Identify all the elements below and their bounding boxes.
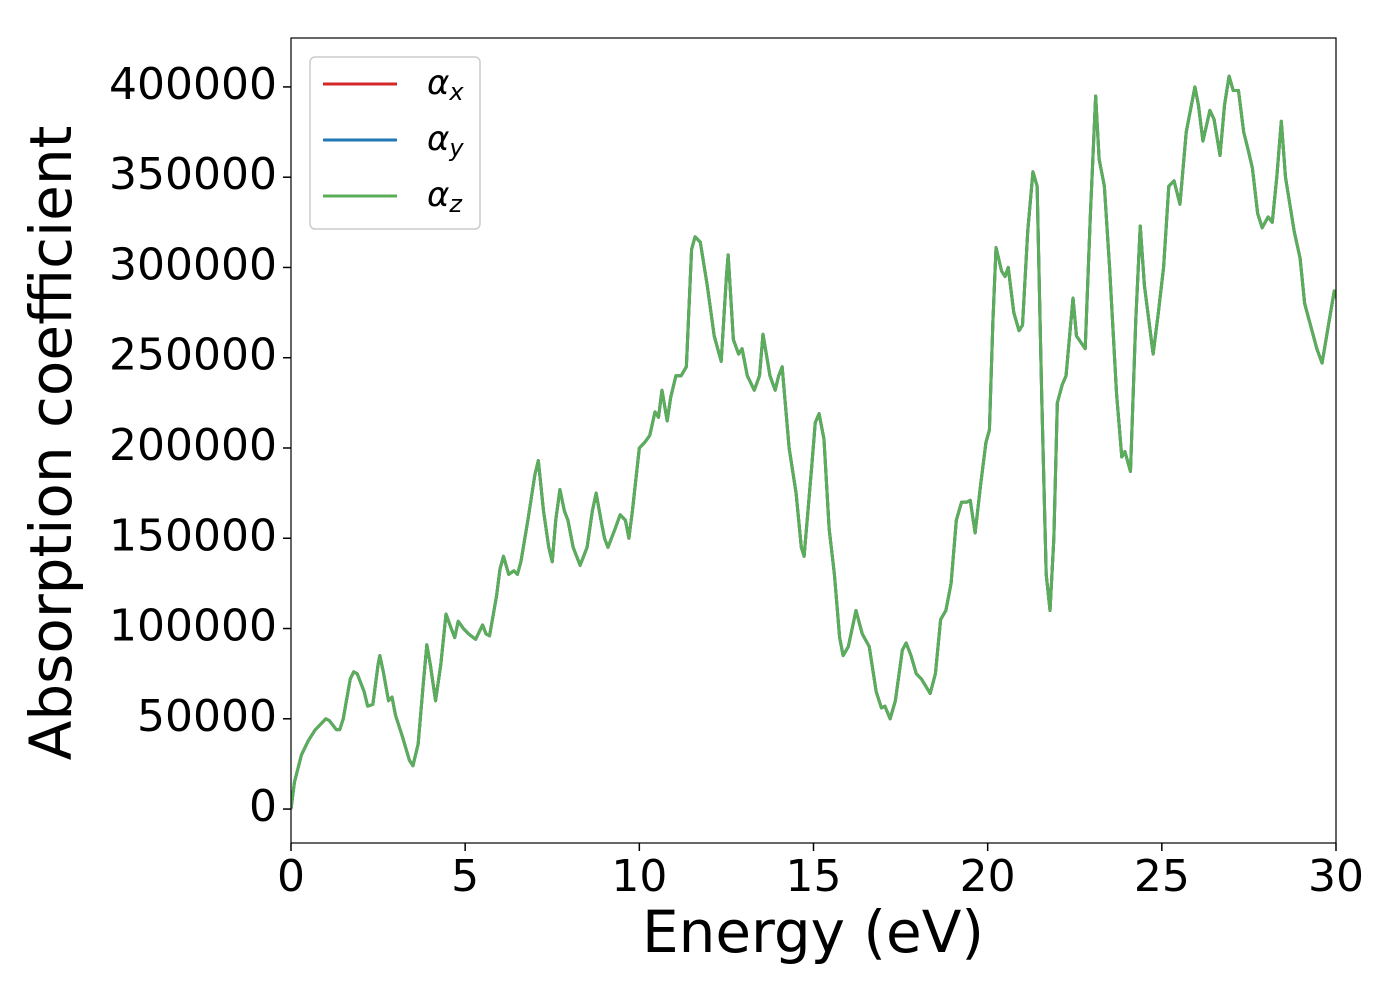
y-tick-label: 50000 [137, 691, 277, 742]
x-axis-label: Energy (eV) [642, 898, 984, 966]
y-tick-label: 200000 [109, 420, 277, 471]
y-tick-label: 100000 [109, 601, 277, 652]
series-line [291, 74, 1336, 810]
x-tick-label: 20 [960, 851, 1016, 902]
y-tick-label: 300000 [109, 239, 277, 290]
x-tick-label: 25 [1134, 851, 1190, 902]
x-tick-label: 0 [277, 851, 305, 902]
x-tick-label: 30 [1308, 851, 1364, 902]
plot-frame [290, 37, 1337, 844]
x-tick-label: 15 [786, 851, 842, 902]
legend-label: αx [427, 63, 464, 107]
x-tick-label: 10 [611, 851, 667, 902]
legend-label: αz [427, 175, 463, 219]
y-tick-label: 150000 [109, 510, 277, 561]
y-axis-label: Absorption coefficient [17, 126, 85, 761]
y-tick-label: 0 [249, 781, 277, 832]
y-tick-label: 250000 [109, 330, 277, 381]
x-tick-label: 5 [451, 851, 479, 902]
y-tick-label: 400000 [109, 59, 277, 110]
legend-box [309, 56, 481, 230]
y-tick-label: 350000 [109, 149, 277, 200]
legend-label: αy [427, 119, 464, 163]
